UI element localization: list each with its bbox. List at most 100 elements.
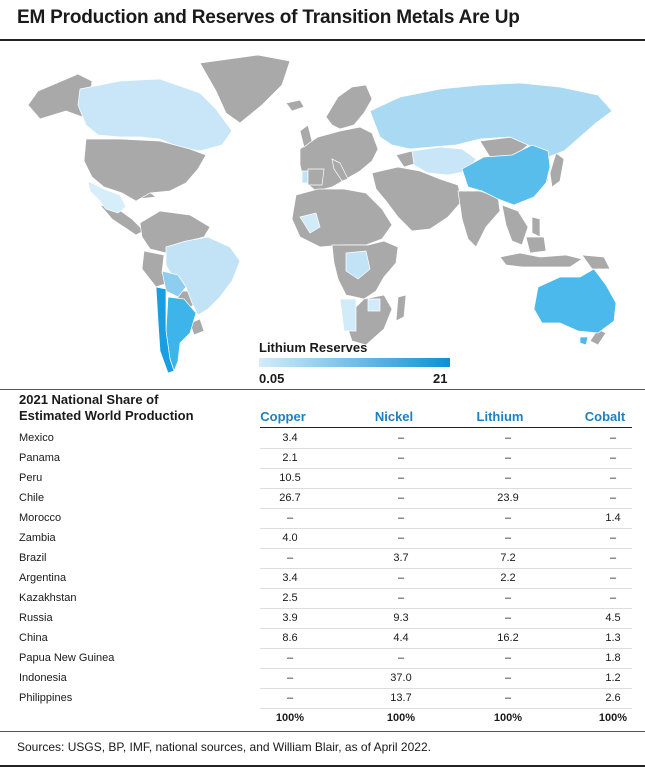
table-cell-copper: 3.4 [282,572,298,584]
footer-divider [0,731,645,732]
table-row: Kazakhstan 2.5 – – – [19,589,632,609]
map-uruguay [189,318,205,336]
row-rule [260,648,632,649]
header-rule [260,427,632,428]
map-africa-north [291,188,393,248]
table-cell-lithium: – [504,532,512,544]
table-cell-nickel: – [397,652,405,664]
table-row: Peru 10.5 – – – [19,469,632,489]
table-cell-cobalt: – [609,452,617,464]
table-cell-nickel: 13.7 [390,692,412,704]
map-mali [299,212,321,234]
column-header-nickel: Nickel [374,409,414,424]
bottom-border [0,765,645,767]
table-cell-lithium: – [504,472,512,484]
table-cell-copper: 2.1 [282,452,298,464]
table-cell-cobalt: 1.3 [605,632,621,644]
total-cell-copper: 100% [275,712,305,724]
table-cell-copper: 10.5 [279,472,301,484]
map-china [461,144,551,206]
table-cell-cobalt: – [609,492,617,504]
row-rule [260,528,632,529]
table-cell-lithium: – [504,672,512,684]
table-cell-lithium: – [504,592,512,604]
table-cell-lithium: 23.9 [497,492,519,504]
row-rule [260,628,632,629]
map-madagascar [395,294,407,322]
lithium-legend: Lithium Reserves 0.05 21 [259,340,459,386]
table-cell-nickel: – [397,532,405,544]
country-name: China [19,632,48,644]
table-cell-cobalt: – [609,572,617,584]
table-cell-cobalt: – [609,532,617,544]
table-row: Argentina 3.4 – 2.2 – [19,569,632,589]
map-indonesia [499,252,583,268]
chart-title: EM Production and Reserves of Transition… [17,7,520,28]
table-cell-cobalt: – [609,552,617,564]
map-southeast-asia [501,204,529,246]
table-cell-cobalt: 1.8 [605,652,621,664]
legend-gradient-bar [259,358,450,367]
table-row-header: 2021 National Share of Estimated World P… [19,392,194,424]
map-india [457,190,501,248]
table-row: Mexico 3.4 – – – [19,429,632,449]
top-divider [0,39,645,41]
section-divider [0,389,645,390]
table-cell-lithium: – [504,612,512,624]
table-cell-cobalt: – [609,592,617,604]
map-middle-east [371,166,463,232]
map-chile [155,286,175,374]
table-cell-nickel: – [397,432,405,444]
table-cell-lithium: 2.2 [500,572,516,584]
country-name: Morocco [19,512,62,524]
table-cell-nickel: – [397,452,405,464]
map-bolivia [161,270,187,298]
country-name: Panama [19,452,60,464]
column-header-cobalt: Cobalt [584,409,626,424]
map-spain [307,168,325,186]
table-cell-nickel: – [397,512,405,524]
map-greenland [199,54,291,124]
table-row: Panama 2.1 – – – [19,449,632,469]
row-rule [260,488,632,489]
country-name: Russia [19,612,53,624]
row-rule [260,588,632,589]
table-cell-copper: – [286,552,294,564]
table-cell-lithium: 7.2 [500,552,516,564]
row-header-line-2: Estimated World Production [19,408,194,423]
table-cell-copper: 2.5 [282,592,298,604]
legend-title: Lithium Reserves [259,340,368,355]
table-cell-nickel: 4.4 [393,632,409,644]
country-name: Indonesia [19,672,67,684]
table-cell-copper: 3.9 [282,612,298,624]
table-cell-lithium: – [504,512,512,524]
country-name: Zambia [19,532,56,544]
row-rule [260,568,632,569]
row-rule [260,468,632,469]
map-alaska [27,73,93,120]
table-cell-lithium: – [504,452,512,464]
table-row: Indonesia – 37.0 – 1.2 [19,669,632,689]
map-scandinavia [325,84,373,130]
table-cell-cobalt: – [609,432,617,444]
total-cell-cobalt: 100% [598,712,628,724]
table-cell-copper: – [286,672,294,684]
row-rule [260,448,632,449]
table-cell-cobalt: – [609,472,617,484]
map-united-states [83,138,207,202]
legend-min-label: 0.05 [259,371,285,386]
table-cell-nickel: – [397,572,405,584]
row-rule [260,668,632,669]
country-name: Brazil [19,552,47,564]
row-rule [260,608,632,609]
table-cell-copper: – [286,692,294,704]
table-cell-copper: – [286,512,294,524]
map-zimbabwe [367,298,381,312]
row-rule [260,688,632,689]
row-rule [260,548,632,549]
map-italy [331,158,349,182]
table-cell-nickel: – [397,472,405,484]
map-borneo [525,236,547,254]
table-row: Russia 3.9 9.3 – 4.5 [19,609,632,629]
table-row: China 8.6 4.4 16.2 1.3 [19,629,632,649]
